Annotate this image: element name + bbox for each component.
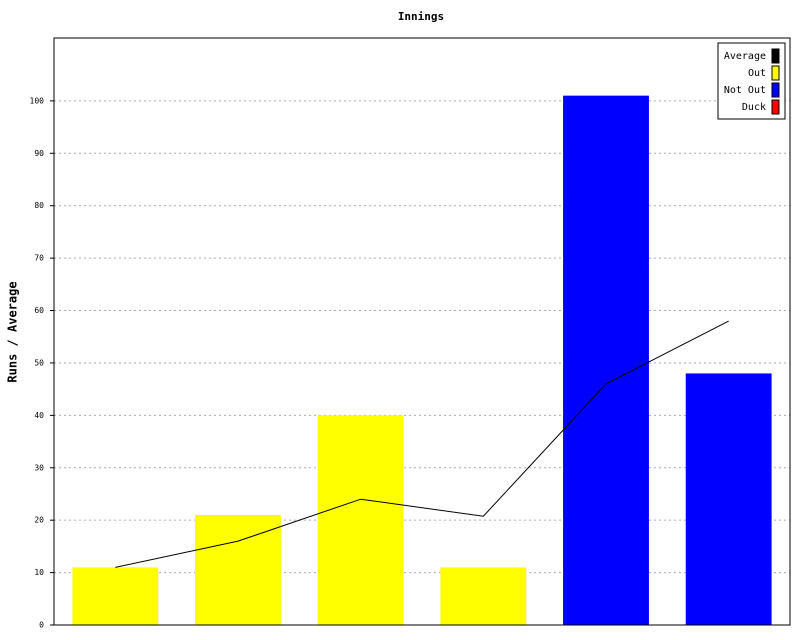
legend-label: Out — [748, 68, 766, 79]
plot-frame — [53, 37, 791, 626]
y-axis-label: Runs / Average — [6, 281, 20, 382]
y-tick-label: 90 — [34, 149, 44, 158]
legend-swatch — [771, 65, 780, 81]
chart-title: Innings — [398, 10, 444, 23]
y-tick-label: 50 — [34, 358, 44, 367]
y-tick-label: 0 — [39, 621, 44, 630]
bar — [685, 373, 772, 625]
legend-swatch — [771, 82, 780, 98]
legend-swatch — [771, 99, 780, 115]
y-tick-label: 60 — [34, 306, 44, 315]
bar — [72, 567, 159, 625]
bar — [195, 514, 281, 625]
legend-label: Duck — [742, 102, 766, 113]
y-tick-label: 70 — [34, 254, 44, 263]
bar — [563, 95, 649, 625]
average-line — [115, 320, 729, 568]
bar — [317, 415, 404, 625]
y-tick-label: 20 — [34, 516, 44, 525]
y-tick-label: 100 — [30, 96, 45, 105]
y-tick-label: 30 — [34, 463, 44, 472]
legend-label: Not Out — [724, 85, 766, 96]
bar — [440, 567, 527, 625]
y-tick-label: 80 — [34, 201, 44, 210]
y-tick-label: 10 — [34, 568, 44, 577]
y-tick-label: 40 — [34, 411, 44, 420]
legend-label: Average — [724, 51, 766, 62]
legend-swatch — [771, 48, 780, 64]
